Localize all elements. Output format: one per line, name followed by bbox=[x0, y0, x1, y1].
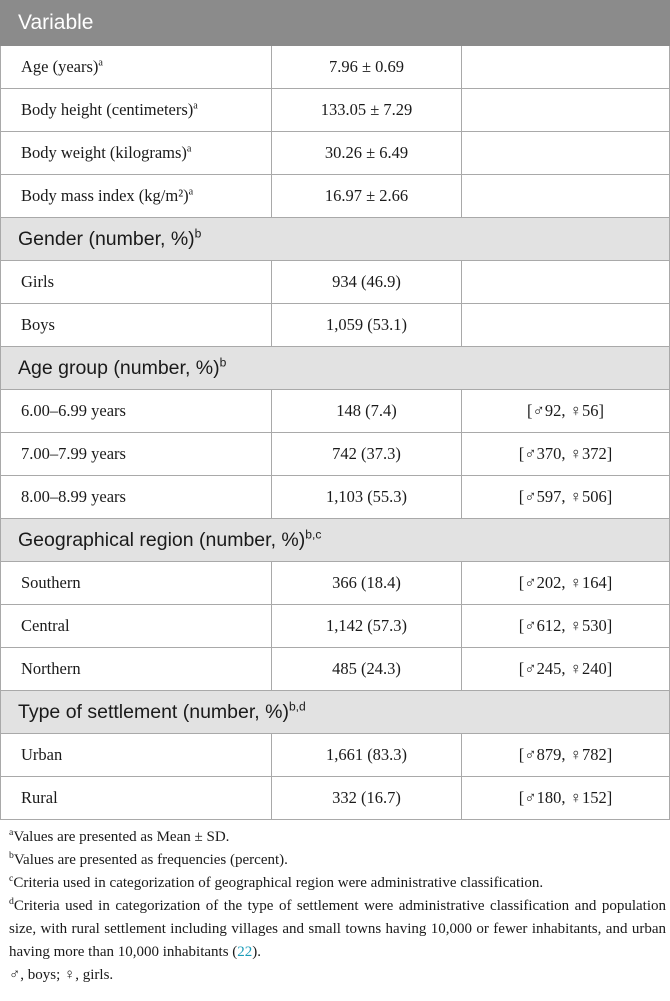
table-row: Rural 332 (16.7) [♂180, ♀152] bbox=[0, 776, 670, 820]
section-header-row: Type of settlement (number, %)b,d bbox=[0, 690, 670, 734]
row-value: 366 (18.4) bbox=[271, 561, 462, 605]
row-label: Urban bbox=[0, 733, 272, 777]
row-value: 30.26 ± 6.49 bbox=[271, 131, 462, 175]
row-value: 1,103 (55.3) bbox=[271, 475, 462, 519]
table-row: Southern 366 (18.4) [♂202, ♀164] bbox=[0, 561, 670, 605]
row-value: 1,661 (83.3) bbox=[271, 733, 462, 777]
row-value: 332 (16.7) bbox=[271, 776, 462, 820]
section-header-row: Age group (number, %)b bbox=[0, 346, 670, 390]
row-label: 6.00–6.99 years bbox=[0, 389, 272, 433]
footnote-b: bValues are presented as frequencies (pe… bbox=[9, 850, 288, 868]
row-value: 16.97 ± 2.66 bbox=[271, 174, 462, 218]
row-label: Southern bbox=[0, 561, 272, 605]
row-value: 485 (24.3) bbox=[271, 647, 462, 691]
row-note bbox=[460, 131, 670, 175]
table-row: Age (years)a 7.96 ± 0.69 bbox=[0, 45, 670, 89]
row-value: 133.05 ± 7.29 bbox=[271, 88, 462, 132]
row-label: Girls bbox=[0, 260, 272, 304]
row-note: [♂612, ♀530] bbox=[460, 604, 670, 648]
footnote-c: cCriteria used in categorization of geog… bbox=[9, 873, 544, 891]
row-note: [♂370, ♀372] bbox=[460, 432, 670, 476]
row-note: [♂92, ♀56] bbox=[460, 389, 670, 433]
row-value: 1,059 (53.1) bbox=[271, 303, 462, 347]
row-note bbox=[460, 174, 670, 218]
row-value: 148 (7.4) bbox=[271, 389, 462, 433]
row-value: 742 (37.3) bbox=[271, 432, 462, 476]
reference-link[interactable]: 22 bbox=[237, 944, 253, 960]
row-note bbox=[460, 45, 670, 89]
table-row: Girls 934 (46.9) bbox=[0, 260, 670, 304]
section-title: Gender (number, %)b bbox=[0, 217, 670, 261]
row-label: Rural bbox=[0, 776, 272, 820]
row-value: 934 (46.9) bbox=[271, 260, 462, 304]
row-note bbox=[460, 260, 670, 304]
table-header-row: Variable bbox=[0, 0, 670, 46]
row-note: [♂202, ♀164] bbox=[460, 561, 670, 605]
row-note bbox=[460, 88, 670, 132]
row-note: [♂597, ♀506] bbox=[460, 475, 670, 519]
section-title: Type of settlement (number, %)b,d bbox=[0, 690, 670, 734]
table-row: 6.00–6.99 years 148 (7.4) [♂92, ♀56] bbox=[0, 389, 670, 433]
demographics-table: Variable Age (years)a 7.96 ± 0.69 Body h… bbox=[0, 0, 670, 820]
table-row: Urban 1,661 (83.3) [♂879, ♀782] bbox=[0, 733, 670, 777]
row-label: 8.00–8.99 years bbox=[0, 475, 272, 519]
row-note: [♂180, ♀152] bbox=[460, 776, 670, 820]
table-row: Boys 1,059 (53.1) bbox=[0, 303, 670, 347]
section-header-row: Gender (number, %)b bbox=[0, 217, 670, 261]
row-value: 1,142 (57.3) bbox=[271, 604, 462, 648]
section-title: Geographical region (number, %)b,c bbox=[0, 518, 670, 562]
table-row: Body height (centimeters)a 133.05 ± 7.29 bbox=[0, 88, 670, 132]
section-header-row: Geographical region (number, %)b,c bbox=[0, 518, 670, 562]
row-label: Body mass index (kg/m²)a bbox=[0, 174, 272, 218]
row-label: 7.00–7.99 years bbox=[0, 432, 272, 476]
row-label: Body height (centimeters)a bbox=[0, 88, 272, 132]
table-row: 8.00–8.99 years 1,103 (55.3) [♂597, ♀506… bbox=[0, 475, 670, 519]
row-label: Boys bbox=[0, 303, 272, 347]
row-note: [♂245, ♀240] bbox=[460, 647, 670, 691]
table-row: Body weight (kilograms)a 30.26 ± 6.49 bbox=[0, 131, 670, 175]
table-row: Central 1,142 (57.3) [♂612, ♀530] bbox=[0, 604, 670, 648]
row-note: [♂879, ♀782] bbox=[460, 733, 670, 777]
row-note bbox=[460, 303, 670, 347]
section-title: Age group (number, %)b bbox=[0, 346, 670, 390]
footnote-a: aValues are presented as Mean ± SD. bbox=[9, 827, 230, 845]
row-value: 7.96 ± 0.69 bbox=[271, 45, 462, 89]
footnote-d: dCriteria used in categorization of the … bbox=[9, 896, 666, 960]
table-row: Northern 485 (24.3) [♂245, ♀240] bbox=[0, 647, 670, 691]
row-label: Central bbox=[0, 604, 272, 648]
row-label: Age (years)a bbox=[0, 45, 272, 89]
row-label: Body weight (kilograms)a bbox=[0, 131, 272, 175]
row-label: Northern bbox=[0, 647, 272, 691]
table-header: Variable bbox=[0, 0, 670, 46]
table-row: 7.00–7.99 years 742 (37.3) [♂370, ♀372] bbox=[0, 432, 670, 476]
table-row: Body mass index (kg/m²)a 16.97 ± 2.66 bbox=[0, 174, 670, 218]
footnote-symbols: ♂, boys; ♀, girls. bbox=[9, 967, 114, 983]
table-footnotes: aValues are presented as Mean ± SD. bVal… bbox=[9, 826, 666, 987]
